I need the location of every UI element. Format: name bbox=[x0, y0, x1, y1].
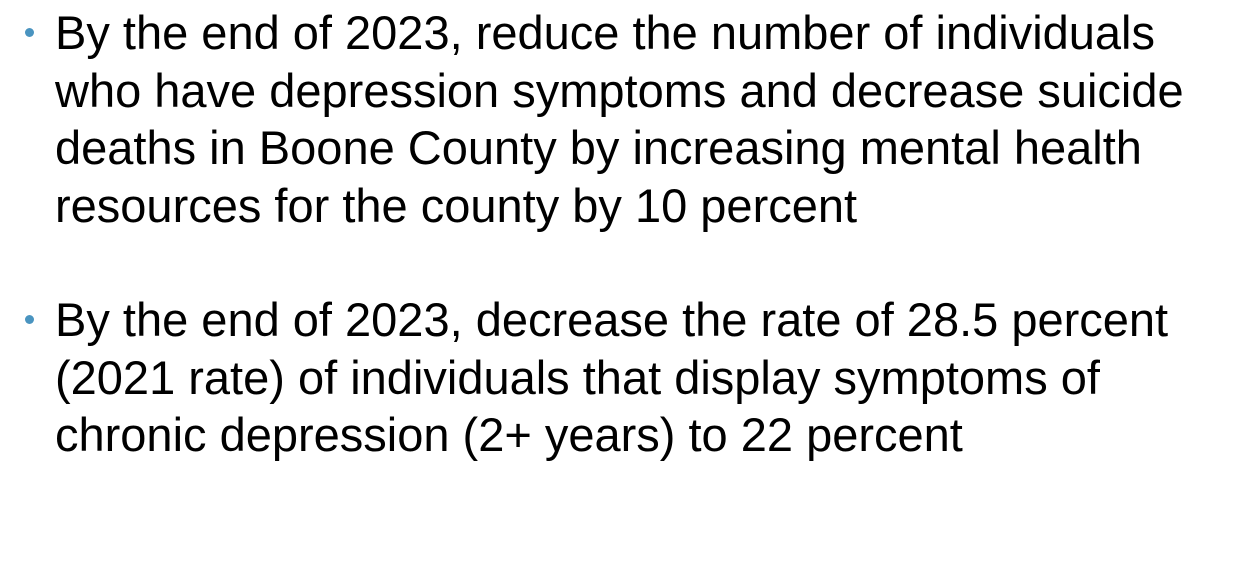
bullet: By the end of 2023, reduce the number of… bbox=[25, 4, 1235, 234]
bullet-list: By the end of 2023, reduce the number of… bbox=[0, 4, 1243, 464]
bullet: By the end of 2023, decrease the rate of… bbox=[25, 291, 1235, 464]
